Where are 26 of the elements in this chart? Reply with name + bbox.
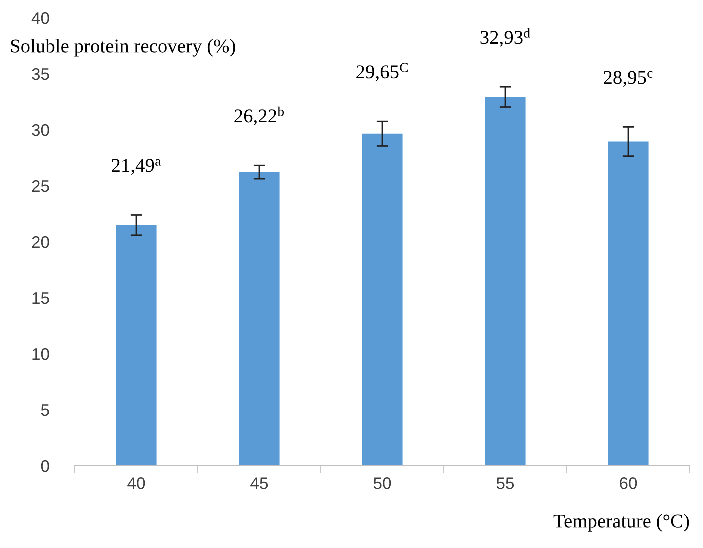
x-tick-label: 40 <box>128 478 146 490</box>
bar <box>116 225 157 466</box>
y-axis-title: Soluble protein recovery (%) <box>11 39 236 57</box>
data-label: 32,93$^{d}$ <box>480 28 530 48</box>
x-tick-label: 60 <box>620 478 638 490</box>
y-tick-label: 5 <box>41 404 50 416</box>
y-tick-label: 0 <box>41 460 50 472</box>
y-tick-label: 15 <box>32 292 50 304</box>
data-label: 29,65$^{C}$ <box>356 63 408 82</box>
y-tick-label: 35 <box>32 68 50 80</box>
data-label: 21,49$^{a}$ <box>112 159 161 176</box>
x-tick-label: 50 <box>374 478 392 490</box>
y-tick-label: 20 <box>32 236 50 248</box>
bar <box>362 134 403 466</box>
x-tick-label: 45 <box>250 478 268 490</box>
y-tick-label: 10 <box>32 348 50 360</box>
y-tick-label: 25 <box>32 180 50 192</box>
data-label: 28,95$^{c}$ <box>604 71 653 88</box>
y-tick-label: 30 <box>32 124 50 136</box>
bar <box>608 142 649 466</box>
x-tick-label: 55 <box>496 478 514 490</box>
data-label: 26,22$^{b}$ <box>234 106 284 126</box>
bar <box>485 97 526 466</box>
bar <box>239 172 280 466</box>
y-tick-label: 40 <box>32 12 50 24</box>
x-axis-title: Temperature (°C) <box>554 514 690 532</box>
